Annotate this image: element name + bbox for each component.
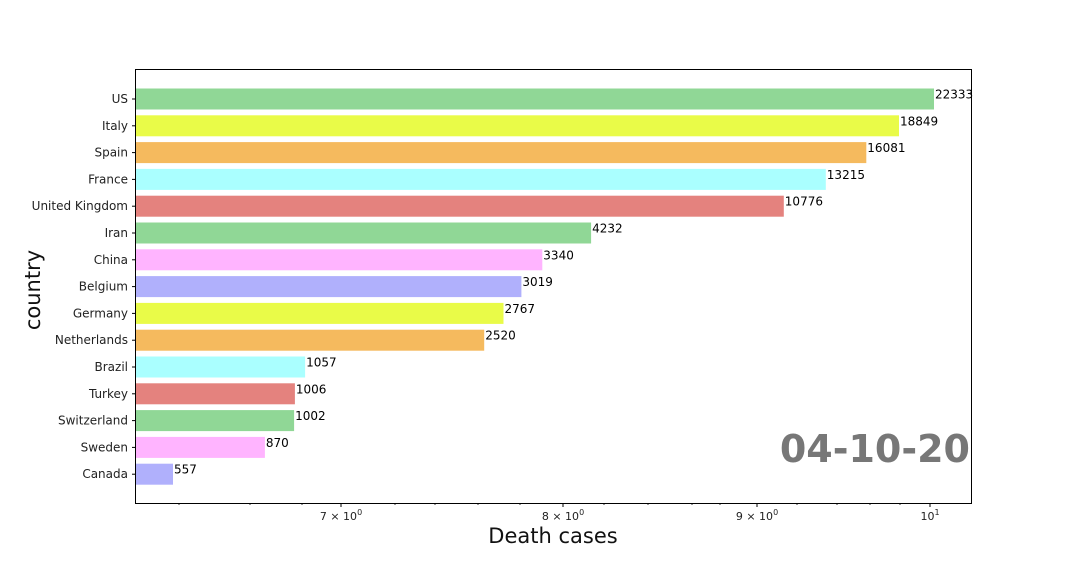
value-label: 557 [174,463,197,477]
bar-us [136,88,934,110]
y-tick-label: Spain [94,146,128,160]
value-label: 870 [266,436,289,450]
y-tick-label: France [88,172,128,186]
value-label: 22333 [935,88,973,102]
bar-china [136,249,543,271]
value-label: 10776 [785,195,823,209]
y-tick-label: Canada [82,467,128,481]
x-tick-label: 7 × 100 [320,508,362,523]
value-label: 1002 [295,409,326,423]
y-tick-label: Belgium [79,280,128,294]
x-axis-title: Death cases [488,524,617,548]
x-tick-label: 8 × 100 [542,508,584,523]
value-label: 2767 [505,302,536,316]
date-annotation: 04-10-20 [780,427,970,471]
plot-frame [135,69,972,504]
bar-brazil [136,356,306,378]
bars-layer [136,88,934,485]
value-label: 1006 [296,382,327,396]
bar-switzerland [136,410,295,432]
bar-sweden [136,436,265,458]
bar-germany [136,302,504,324]
y-tick-label: Germany [73,306,128,320]
bar-italy [136,115,899,137]
y-tick-label: US [112,92,128,106]
bar-canada [136,463,173,485]
x-ticks: 7 × 100 8 × 100 9 × 100 101 [178,503,940,523]
value-label: 1057 [306,356,337,370]
value-label: 2520 [485,329,516,343]
x-tick-label: 9 × 100 [736,508,778,523]
bar-iran [136,222,592,244]
y-axis-title: country [21,250,45,330]
y-tick-label: China [94,253,128,267]
y-tick-label: Switzerland [58,414,128,428]
x-tick-label: 101 [920,508,939,523]
bar-belgium [136,276,522,298]
value-label: 18849 [900,114,938,128]
y-tick-label: Brazil [95,360,129,374]
value-label: 3340 [543,248,574,262]
y-tick-label: Turkey [88,387,128,401]
bar-france [136,168,826,190]
y-tick-labels: US Italy Spain France United Kingdom Iran Chin… [32,92,136,481]
value-label: 13215 [827,168,865,182]
y-tick-label: Iran [105,226,128,240]
y-tick-label: Netherlands [55,333,128,347]
y-tick-label: Italy [102,119,128,133]
value-label: 16081 [867,141,905,155]
bar-netherlands [136,329,485,351]
value-label: 3019 [522,275,553,289]
value-label: 4232 [592,222,623,236]
y-tick-label: Sweden [81,440,128,454]
bar-turkey [136,383,295,405]
bar-spain [136,142,867,164]
bar-united-kingdom [136,195,784,217]
y-tick-label: United Kingdom [32,199,128,213]
